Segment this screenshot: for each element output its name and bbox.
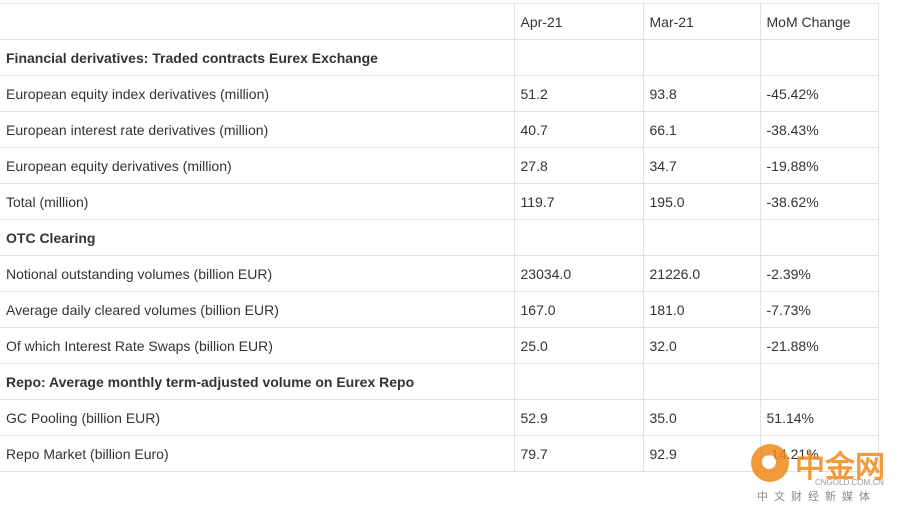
value-cell: 35.0 [642,399,761,436]
row-label: European interest rate derivatives (mill… [0,111,515,148]
watermark-tagline: 中文财经新媒体 [757,490,876,503]
row-label: Average daily cleared volumes (billion E… [0,291,515,328]
watermark-logo [751,444,789,482]
section-row: Financial derivatives: Traded contracts … [0,39,879,76]
data-row: Of which Interest Rate Swaps (billion EU… [0,327,879,364]
value-cell: -19.88% [759,147,879,184]
value-cell: 51.14% [759,399,879,436]
value-cell: 52.9 [513,399,644,436]
data-row: GC Pooling (billion EUR) 52.9 35.0 51.14% [0,399,879,436]
empty-cell [759,39,879,76]
row-label: Total (million) [0,183,515,220]
value-cell: -38.62% [759,183,879,220]
empty-cell [513,363,644,400]
empty-cell [759,363,879,400]
empty-cell [642,39,761,76]
value-cell: -2.39% [759,255,879,292]
header-cell: Apr-21 [513,3,644,40]
row-label: Notional outstanding volumes (billion EU… [0,255,515,292]
value-cell: 21226.0 [642,255,761,292]
data-row: Average daily cleared volumes (billion E… [0,291,879,328]
row-label: European equity index derivatives (milli… [0,75,515,112]
value-cell: 92.9 [642,435,761,472]
value-cell: 23034.0 [513,255,644,292]
data-row: Total (million) 119.7 195.0 -38.62% [0,183,879,220]
section-title: OTC Clearing [0,219,515,256]
value-cell: 181.0 [642,291,761,328]
data-table: Apr-21 Mar-21 MoM Change Financial derivati… [0,3,879,472]
empty-cell [642,219,761,256]
row-label: Of which Interest Rate Swaps (billion EU… [0,327,515,364]
data-row: Notional outstanding volumes (billion EU… [0,255,879,292]
section-row: Repo: Average monthly term-adjusted volu… [0,363,879,400]
section-row: OTC Clearing [0,219,879,256]
value-cell: -7.73% [759,291,879,328]
data-row: European interest rate derivatives (mill… [0,111,879,148]
row-label: GC Pooling (billion EUR) [0,399,515,436]
value-cell: 66.1 [642,111,761,148]
watermark-name: 中金网 [795,450,885,485]
value-cell: -21.88% [759,327,879,364]
data-row: Repo Market (billion Euro) 79.7 92.9 -14.21… [0,435,879,472]
value-cell: 195.0 [642,183,761,220]
value-cell: 93.8 [642,75,761,112]
row-label: Repo Market (billion Euro) [0,435,515,472]
empty-cell [759,219,879,256]
value-cell: 167.0 [513,291,644,328]
value-cell: 119.7 [513,183,644,220]
value-cell: -45.42% [759,75,879,112]
value-cell: -38.43% [759,111,879,148]
header-row: Apr-21 Mar-21 MoM Change [0,3,879,40]
data-row: European equity index derivatives (milli… [0,75,879,112]
value-cell: 40.7 [513,111,644,148]
empty-cell [642,363,761,400]
header-cell [0,3,515,40]
value-cell: 79.7 [513,435,644,472]
empty-cell [513,219,644,256]
data-row: European equity derivatives (million) 27.… [0,147,879,184]
header-cell: MoM Change [759,3,879,40]
value-cell: 32.0 [642,327,761,364]
section-title: Financial derivatives: Traded contracts … [0,39,515,76]
value-cell: 51.2 [513,75,644,112]
value-cell: 27.8 [513,147,644,184]
watermark: 中金网 CNGOLD.COM.CN 中文财经新媒体 [751,442,901,503]
row-label: European equity derivatives (million) [0,147,515,184]
value-cell: 34.7 [642,147,761,184]
section-title: Repo: Average monthly term-adjusted volu… [0,363,515,400]
watermark-url: CNGOLD.COM.CN [815,478,884,487]
value-cell: 25.0 [513,327,644,364]
header-cell: Mar-21 [642,3,761,40]
empty-cell [513,39,644,76]
